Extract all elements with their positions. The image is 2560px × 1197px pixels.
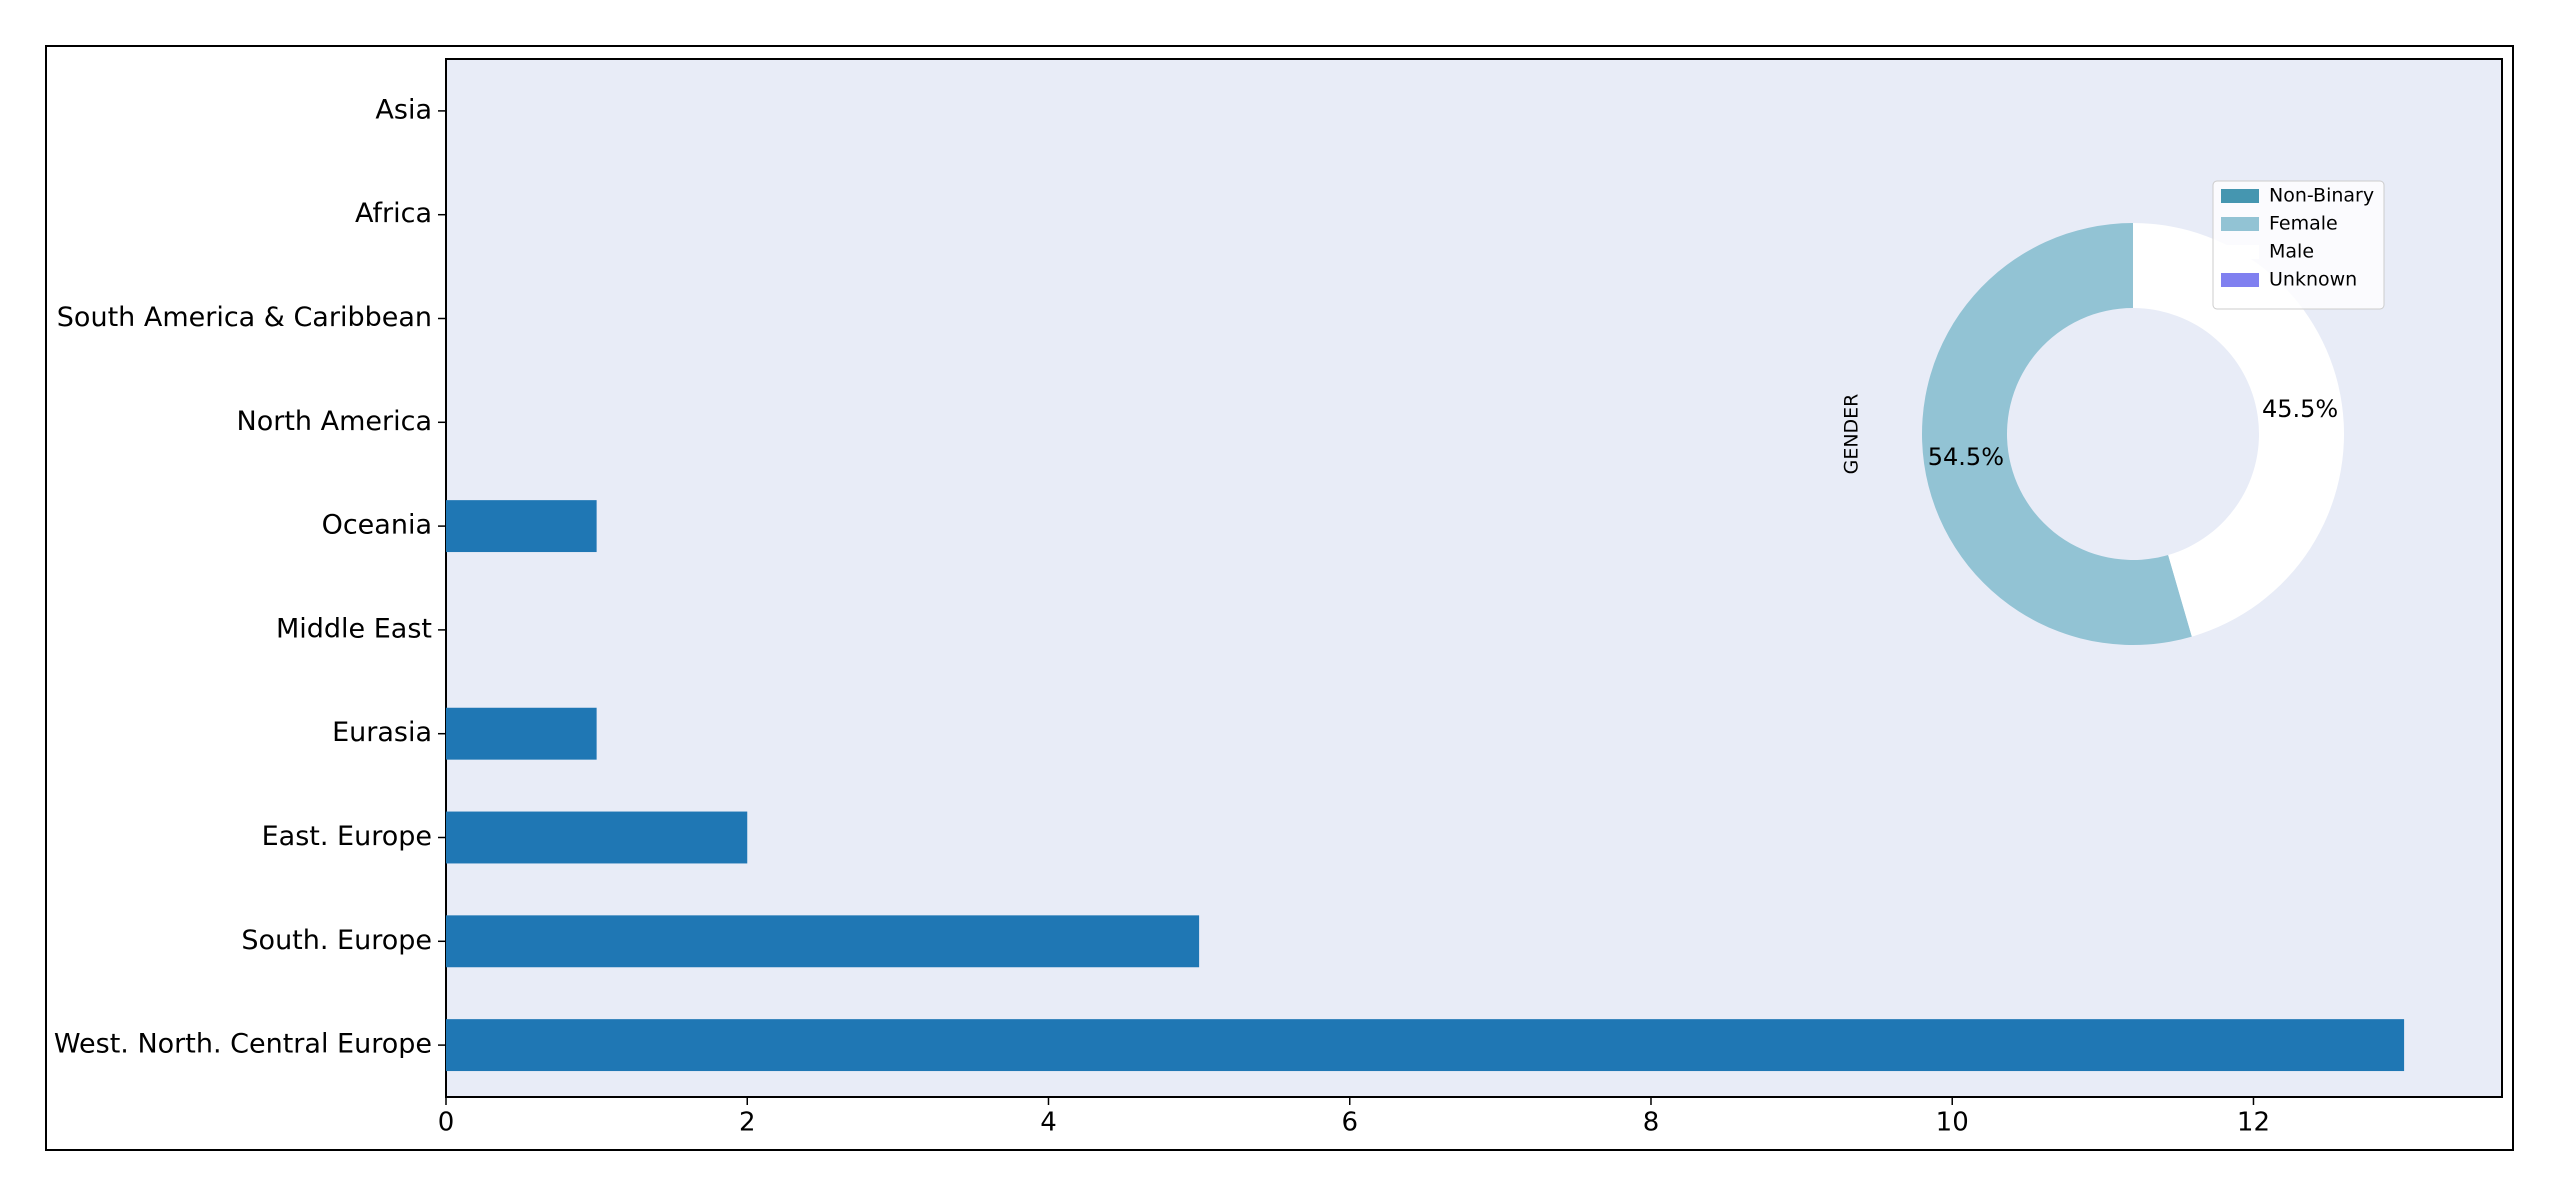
slice-label: 54.5% xyxy=(1928,443,2004,471)
bar xyxy=(446,707,597,760)
pie-ylabel: GENDER xyxy=(1841,394,1863,475)
bar xyxy=(446,500,597,553)
x-tick-label: 2 xyxy=(739,1108,756,1138)
legend-label: Female xyxy=(2269,213,2338,235)
x-tick-label: 8 xyxy=(1643,1108,1660,1138)
y-tick-label: Middle East xyxy=(276,613,432,644)
legend-swatch xyxy=(2221,245,2259,259)
x-tick-label: 10 xyxy=(1936,1108,1969,1138)
bar xyxy=(446,811,748,864)
legend-swatch xyxy=(2221,217,2259,231)
donut-slice xyxy=(2133,223,2344,637)
bar xyxy=(446,1019,2405,1072)
donut-slice xyxy=(1922,223,2192,645)
y-tick-label: Asia xyxy=(375,94,432,125)
x-tick-label: 0 xyxy=(438,1108,455,1138)
y-tick-label: East. Europe xyxy=(262,821,432,852)
x-tick-label: 6 xyxy=(1341,1108,1358,1138)
y-tick-label: Oceania xyxy=(322,510,432,541)
legend-label: Unknown xyxy=(2269,269,2357,291)
y-tick-label: Eurasia xyxy=(332,717,432,748)
x-tick-label: 12 xyxy=(2237,1108,2270,1138)
slice-label: 45.5% xyxy=(2262,395,2338,423)
y-tick-label: Africa xyxy=(355,198,432,229)
y-tick-label: South. Europe xyxy=(241,925,432,956)
legend-label: Non-Binary xyxy=(2269,185,2374,207)
figure-border xyxy=(45,45,2514,1151)
y-tick-label: North America xyxy=(237,406,432,437)
x-tick-label: 4 xyxy=(1040,1108,1057,1138)
y-tick-label: South America & Caribbean xyxy=(57,302,432,333)
legend-swatch xyxy=(2221,189,2259,203)
y-tick-label: West. North. Central Europe xyxy=(54,1029,432,1060)
legend-swatch xyxy=(2221,273,2259,287)
legend-label: Male xyxy=(2269,241,2314,263)
bar xyxy=(446,915,1200,968)
